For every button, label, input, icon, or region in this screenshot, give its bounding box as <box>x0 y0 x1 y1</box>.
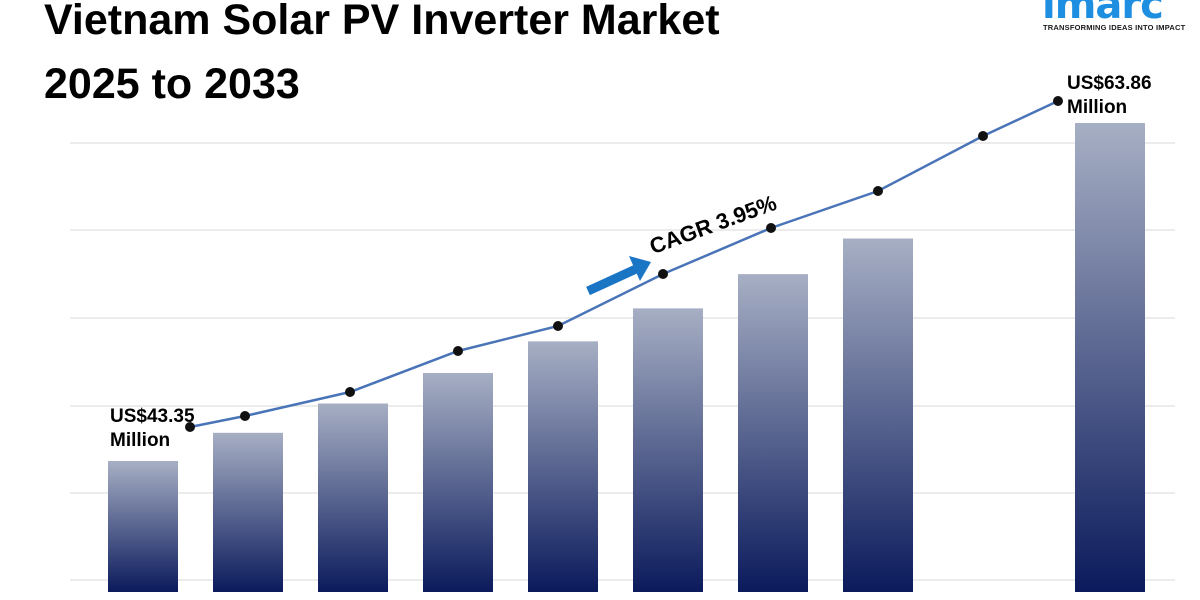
end-value-label: US$63.86 Million <box>1067 72 1152 120</box>
trend-point-6 <box>658 269 668 279</box>
bar-2030 <box>633 308 703 592</box>
arrow-shaft <box>586 264 638 296</box>
bars <box>108 123 1145 592</box>
bar-2029 <box>528 341 598 592</box>
bar-2032 <box>843 238 913 592</box>
trend-path <box>189 99 1059 429</box>
trend-point-3 <box>345 387 355 397</box>
chart-title: Vietnam Solar PV Inverter Market 2025 to… <box>44 0 720 116</box>
trend-point-1 <box>185 422 195 432</box>
title-line-1: Vietnam Solar PV Inverter Market <box>44 0 720 44</box>
bar-2025 <box>108 461 178 592</box>
trend-line <box>185 96 1063 432</box>
end-unit: Million <box>1067 97 1128 118</box>
arrow-head <box>629 256 651 281</box>
trend-point-10 <box>1053 96 1063 106</box>
trend-point-2 <box>240 411 250 421</box>
bar-2031 <box>738 274 808 592</box>
logo-wordmark: imarc <box>1042 0 1164 28</box>
imarc-logo: imarc TRANSFORMING IDEAS INTO IMPACT <box>1040 0 1200 38</box>
trend-point-8 <box>873 186 883 196</box>
trend-point-9 <box>978 131 988 141</box>
start-value: US$43.35 <box>110 406 195 427</box>
trend-point-4 <box>453 346 463 356</box>
end-value: US$63.86 <box>1067 73 1152 94</box>
title-line-2: 2025 to 2033 <box>44 60 300 108</box>
logo-tagline: TRANSFORMING IDEAS INTO IMPACT <box>1043 23 1186 32</box>
cagr-arrow-icon <box>586 256 651 296</box>
start-unit: Million <box>110 430 171 451</box>
bar-2033 <box>1075 123 1145 592</box>
bar-2027 <box>318 403 388 592</box>
trend-point-7 <box>766 223 776 233</box>
bar-2026 <box>213 432 283 592</box>
bar-2028 <box>423 372 493 592</box>
trend-point-5 <box>553 321 563 331</box>
start-value-label: US$43.35 Million <box>110 405 195 453</box>
